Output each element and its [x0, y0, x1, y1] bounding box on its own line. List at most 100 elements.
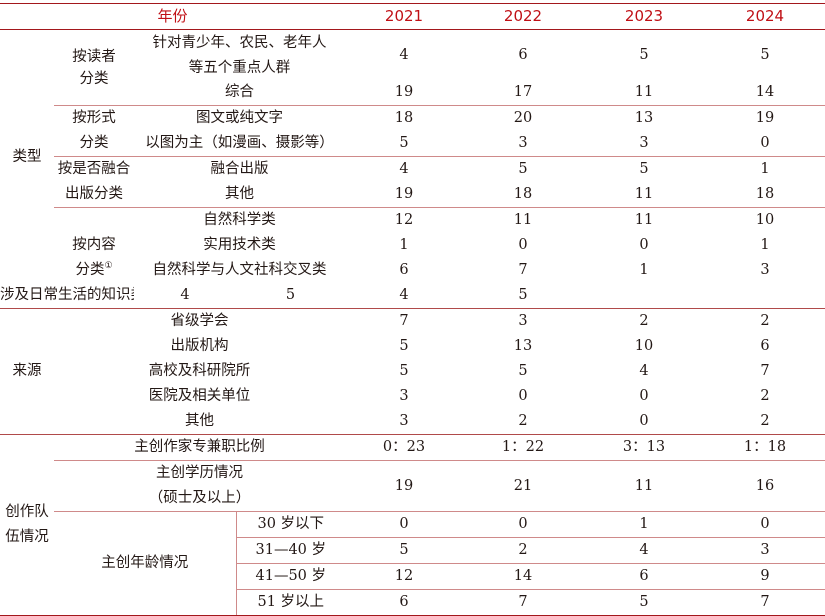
value-cell: 1: [760, 237, 770, 253]
table-row: 来源 省级学会 7 3 2 2: [0, 308, 825, 435]
value-cell: 7: [345, 308, 464, 334]
value-cell: 1: [639, 262, 649, 278]
value-cell: 3: [463, 308, 584, 334]
value-cell: 0: [760, 135, 770, 151]
value-cell: 12: [345, 563, 464, 590]
value-cell: 3: [639, 135, 649, 151]
value-cell: 4: [345, 156, 464, 182]
value-cell: 1：22: [463, 434, 584, 461]
table-row: 主创学历情况 19 21 11 16: [0, 460, 825, 512]
value-cell: 20: [463, 105, 584, 131]
value-cell: 11: [583, 207, 706, 233]
value-cell: 6: [760, 338, 770, 354]
value-cell: 19: [345, 460, 464, 512]
table-row: 自然科学与人文社科交叉类 6 7 1 3: [0, 258, 825, 283]
subcategory-label-line: 按读者: [72, 48, 116, 65]
subcategory-label-line: 按是否融合: [57, 161, 131, 177]
value-cell: 7: [463, 589, 584, 616]
item-label: 综合: [225, 84, 254, 100]
value-cell: 0: [705, 511, 825, 538]
value-cell: 2: [463, 537, 584, 564]
value-cell: 5: [583, 589, 706, 616]
value-cell: 4: [180, 287, 190, 303]
value-cell: 19: [394, 84, 414, 100]
value-cell: 5: [399, 338, 409, 354]
table-row: 医院及相关单位 3 0 0 2: [0, 384, 825, 409]
table-row: 出版机构 5 13 10 6: [0, 334, 825, 359]
value-cell: 0: [639, 388, 649, 404]
value-cell: 0: [463, 511, 584, 538]
item-label: 其他: [225, 186, 254, 202]
item-label: 51 岁以上: [235, 589, 346, 616]
table-row: 41—50 岁 12 14 6 9: [0, 563, 825, 590]
value-cell: 5: [583, 156, 706, 182]
subcategory-label-line: 分类: [79, 135, 109, 151]
value-cell: 18: [345, 105, 464, 131]
item-label: 图文或纯文字: [134, 105, 346, 131]
value-cell: 1: [705, 156, 825, 182]
category-type: 类型: [12, 148, 42, 165]
subcategory-label-line: 分类①: [54, 258, 134, 283]
value-cell: 3: [518, 135, 528, 151]
table-row: 创作队 伍情况 主创作家专兼职比例 0：23 1：22 3：13 1：18: [0, 434, 825, 616]
value-cell: 1: [399, 237, 409, 253]
item-label: （硕士及以上）: [148, 490, 251, 506]
value-cell: 7: [705, 589, 825, 616]
value-cell: 0: [518, 237, 528, 253]
item-label: 实用技术类: [203, 237, 276, 253]
value-cell: 5: [399, 363, 409, 379]
value-cell: 3: [760, 262, 770, 278]
table-row: 实用技术类 1 0 0 1: [0, 233, 825, 258]
table-row: 其他 3 2 0 2: [0, 409, 825, 435]
value-cell: 11: [583, 460, 706, 512]
table-row: 31—40 岁 5 2 4 3: [0, 537, 825, 564]
item-label: 41—50 岁: [235, 563, 346, 590]
table-row: 按形式 分类 图文或纯文字 18 20 13 19: [0, 105, 825, 157]
value-cell: 3：13: [583, 434, 706, 461]
value-cell: 18: [513, 186, 533, 202]
subcategory-age: 主创年龄情况: [54, 511, 236, 616]
item-label: 省级学会: [54, 308, 346, 334]
value-cell: 17: [513, 84, 533, 100]
table-row: 类型 按读者 分类 针对青少年、农民、老年人 4 6 5 5: [0, 30, 825, 165]
header-year-2022: 2022: [463, 3, 584, 30]
value-cell: 4: [399, 47, 409, 63]
table-row: 其他 19 18 11 18: [0, 182, 825, 208]
statistics-table: 年份 2021 2022 2023 2024 类型 按读者 分类 针对青少年、农…: [0, 3, 825, 616]
item-label: 30 岁以下: [235, 511, 346, 538]
item-label: 融合出版: [134, 156, 346, 182]
value-cell: 16: [705, 460, 825, 512]
value-cell: 5: [518, 363, 528, 379]
subcategory-label-line: 按形式: [72, 110, 116, 126]
value-cell: 3: [399, 388, 409, 404]
item-label: 高校及科研院所: [148, 363, 251, 379]
table-row: 以图为主（如漫画、摄影等） 5 3 3 0: [0, 131, 825, 157]
item-label: 其他: [185, 413, 214, 429]
subcategory-fusion: 按是否融合 出版分类: [54, 156, 134, 208]
value-cell: 12: [345, 207, 464, 233]
value-cell: 6: [518, 47, 528, 63]
table-row: 等五个重点人群: [0, 55, 825, 80]
item-label: 自然科学类: [134, 207, 346, 233]
subcategory-label-line: 出版分类: [65, 186, 123, 202]
header-year-2024: 2024: [705, 3, 825, 30]
category-label-line: 创作队: [5, 504, 49, 520]
item-label: 医院及相关单位: [148, 388, 251, 404]
value-cell: 0: [345, 511, 464, 538]
value-cell: 0: [639, 413, 649, 429]
item-label: 主创作家专兼职比例: [54, 434, 346, 461]
value-cell: 14: [463, 563, 584, 590]
value-cell: 10: [634, 338, 654, 354]
subcategory-content: 按内容 分类①: [54, 207, 134, 309]
value-cell: 1: [583, 511, 706, 538]
value-cell: 5: [285, 287, 296, 303]
value-cell: 10: [705, 207, 825, 233]
header-row: 年份 2021 2022 2023 2024: [0, 3, 825, 30]
value-cell: 18: [755, 186, 775, 202]
value-cell: 13: [583, 105, 706, 131]
subcategory-label-line: 按内容: [72, 237, 116, 253]
value-cell: 6: [583, 563, 706, 590]
category-label-line: 伍情况: [5, 529, 49, 545]
value-cell: 21: [463, 460, 584, 512]
item-label: 针对青少年、农民、老年人: [152, 34, 327, 51]
